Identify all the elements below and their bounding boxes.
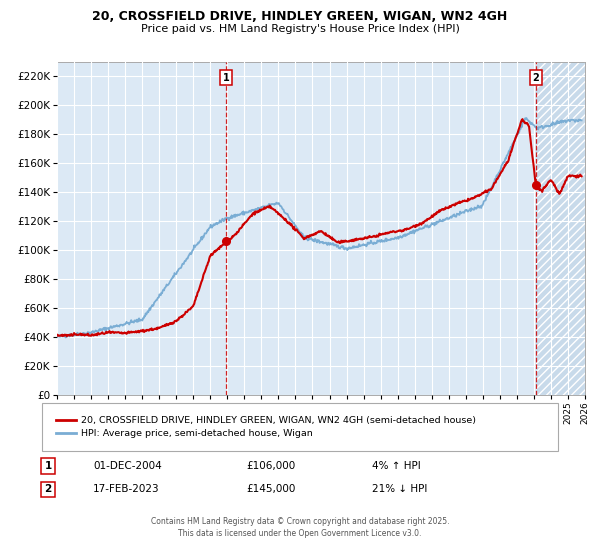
Text: This data is licensed under the Open Government Licence v3.0.: This data is licensed under the Open Gov… <box>178 529 422 538</box>
Legend: 20, CROSSFIELD DRIVE, HINDLEY GREEN, WIGAN, WN2 4GH (semi-detached house), HPI: : 20, CROSSFIELD DRIVE, HINDLEY GREEN, WIG… <box>52 412 480 442</box>
Text: £106,000: £106,000 <box>246 461 295 471</box>
Text: 4% ↑ HPI: 4% ↑ HPI <box>372 461 421 471</box>
Text: 2: 2 <box>44 484 52 494</box>
Text: 1: 1 <box>44 461 52 471</box>
Text: 2: 2 <box>533 73 539 82</box>
Text: 21% ↓ HPI: 21% ↓ HPI <box>372 484 427 494</box>
Text: Price paid vs. HM Land Registry's House Price Index (HPI): Price paid vs. HM Land Registry's House … <box>140 24 460 34</box>
Bar <box>536 62 585 395</box>
Bar <box>536 62 585 395</box>
Text: 20, CROSSFIELD DRIVE, HINDLEY GREEN, WIGAN, WN2 4GH: 20, CROSSFIELD DRIVE, HINDLEY GREEN, WIG… <box>92 10 508 23</box>
Text: 17-FEB-2023: 17-FEB-2023 <box>93 484 160 494</box>
Text: 01-DEC-2004: 01-DEC-2004 <box>93 461 162 471</box>
Text: £145,000: £145,000 <box>246 484 295 494</box>
Text: Contains HM Land Registry data © Crown copyright and database right 2025.: Contains HM Land Registry data © Crown c… <box>151 517 449 526</box>
Text: 1: 1 <box>223 73 229 82</box>
